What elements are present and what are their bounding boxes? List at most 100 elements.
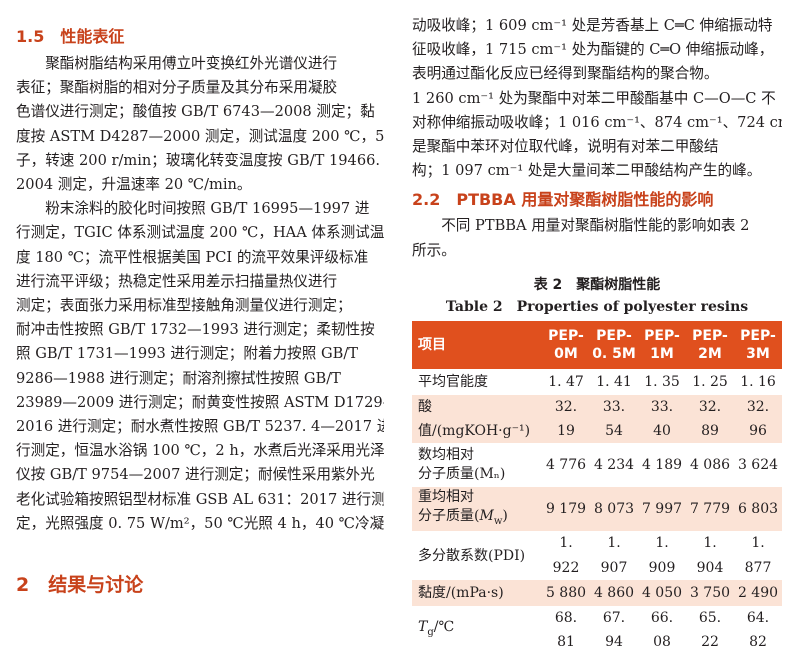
table-cell: 1. 877 — [744, 535, 772, 576]
table-cell: 1. 909 — [648, 535, 676, 576]
table-cell: 32. 19 — [542, 395, 590, 444]
row-label-text: 平均官能度 — [418, 373, 488, 390]
table-cell: 1. 41 — [596, 373, 632, 390]
header-cell-text: 2M — [698, 346, 722, 363]
text-line: 所示。 — [412, 241, 456, 259]
row-label: 多分散系数(PDI) — [412, 531, 542, 579]
table-cell: 1. 907 — [600, 535, 628, 576]
text-line: 对称伸缩振动吸收峰；1 016 cm⁻¹、874 cm⁻¹、724 cm⁻¹ — [412, 113, 782, 131]
table-cell: 3 624 — [737, 456, 779, 473]
row-label-text: 重均相对 — [418, 489, 474, 506]
table-cell: 1. 904 — [696, 535, 724, 576]
text-line: 老化试验箱按照铝型材标准 GSB AL 631：2017 进行测 — [16, 490, 384, 508]
properties-table: 项目 PEP- 0M PEP- 0. 5M PEP- 1M PEP- 2M PEP- 3M 平均官能… — [412, 321, 782, 654]
header-cell-text: PEP- — [644, 328, 680, 345]
table-cell: 4 189 — [641, 456, 683, 473]
text-line: 23989—2009 进行测定；耐黄变性按照 ASTM D1729— — [16, 393, 384, 411]
table-caption-en: Table 2 Properties of polyester resins — [445, 299, 749, 316]
header-cell-text: PEP- — [596, 328, 632, 345]
header-cell-text: PEP- — [692, 328, 728, 345]
table-cell: 33. 54 — [590, 395, 638, 444]
header-cell-text: 0M — [554, 346, 578, 363]
text-line: 是聚酯中苯环对位取代峰，说明有对苯二甲酸结 — [412, 138, 719, 156]
table-cell: 32. 96 — [734, 395, 782, 444]
table-row: Tg/℃ 68. 81 67. 94 66. 08 65. 22 64. 82 — [412, 606, 782, 654]
table-cell: 4 234 — [593, 456, 635, 473]
table-cell: 33. 40 — [638, 395, 686, 444]
table-cell: 64. 82 — [746, 609, 770, 651]
text-line: 粉末涂料的胶化时间按照 GB/T 16995—1997 进 — [45, 200, 370, 218]
text-line: 行测定，TGIC 体系测试温度 200 ℃，HAA 体系测试温 — [16, 224, 384, 242]
table-cell: 1. 25 — [692, 373, 728, 390]
paragraph-coating-tests: 粉末涂料的胶化时间按照 GB/T 16995—1997 进行测定，TGIC 体系… — [16, 197, 384, 536]
text-line: 征吸收峰，1 715 cm⁻¹ 处为酯键的 C═O 伸缩振动峰， — [412, 41, 774, 59]
row-label: 黏度/(mPa·s) — [412, 579, 542, 606]
row-label: 酸值/(mgKOH·g⁻¹) — [412, 395, 542, 444]
section-heading-2: 2 结果与讨论 — [16, 574, 144, 596]
text-line: 色谱仪进行测定；酸值按 GB/T 6743—2008 测定；黏 — [16, 103, 375, 121]
table-cell: 7 997 — [638, 487, 686, 532]
table-row: 多分散系数(PDI) 1. 922 1. 907 1. 909 1. 904 1. 877 — [412, 531, 782, 579]
row-label-text: 分子质量(Mₙ) — [418, 466, 506, 483]
table-row: 重均相对分子质量(Mw) 9 179 8 073 7 997 7 779 6 803 — [412, 487, 782, 532]
table-cell: 8 073 — [590, 487, 638, 532]
table-cell: 6 803 — [734, 487, 782, 532]
right-column: 动吸收峰；1 609 cm⁻¹ 处是芳香基上 C═C 伸缩振动特 征吸收峰，1 7… — [412, 0, 782, 654]
row-label-text: 分子质量(Mw) — [418, 508, 508, 527]
table-cell: 9 179 — [542, 487, 590, 532]
table-cell: 4 086 — [689, 456, 731, 473]
header-cell-sample: PEP- 2M — [686, 321, 734, 370]
header-cell-text: 0. 5M — [592, 346, 636, 363]
text-line: 不同 PTBBA 用量对聚酯树脂性能的影响如表 2 — [441, 217, 750, 235]
row-label-text: 数均相对 — [418, 447, 474, 464]
table-cell: 4 776 — [545, 456, 587, 473]
text-line: 2004 测定，升温速率 20 ℃/min。 — [16, 176, 252, 194]
header-cell-sample: PEP- 1M — [638, 321, 686, 370]
table-cell: 1. 35 — [644, 373, 680, 390]
row-label: 数均相对分子质量(Mₙ) — [412, 443, 542, 487]
table-cell: 1. 16 — [740, 373, 776, 390]
header-cell-sample: PEP- 0. 5M — [590, 321, 638, 370]
text-line: 动吸收峰；1 609 cm⁻¹ 处是芳香基上 C═C 伸缩振动特 — [412, 17, 773, 34]
text-line: 2016 进行测定；耐水煮性按照 GB/T 5237. 4—2017 进 — [16, 418, 384, 436]
text-line: 进行流平评级；热稳定性采用差示扫描量热仪进行 — [16, 272, 338, 290]
text-line: 度按 ASTM D4287—2000 测定，测试温度 200 ℃，5#转 — [16, 127, 384, 145]
text-line: 耐冲击性按照 GB/T 1732—1993 进行测定；柔韧性按 — [16, 321, 375, 339]
table-cell: 5 880 — [542, 579, 590, 606]
text-line: 行测定，恒温水浴锅 100 ℃，2 h，水煮后光泽采用光泽 — [16, 442, 384, 460]
row-label-text: 黏度/(mPa·s) — [418, 584, 504, 601]
table-cell: 2 490 — [734, 579, 782, 606]
table-cell: 7 779 — [686, 487, 734, 532]
text-line: 1 260 cm⁻¹ 处为聚酯中对苯二甲酸酯基中 C—O—C 不 — [412, 89, 776, 107]
table-cell: 4 050 — [638, 579, 686, 606]
table-row: 黏度/(mPa·s) 5 880 4 860 4 050 3 750 2 490 — [412, 579, 782, 606]
table-row: 数均相对 分子质量(Mₙ) 4 776 4 234 4 189 4 086 3 624 — [412, 443, 782, 487]
header-cell-sample: PEP- 0M — [542, 321, 590, 370]
table-row: 酸值/(mgKOH·g⁻¹) 32. 19 33. 54 33. 40 32. 89 32… — [412, 395, 782, 444]
text-line: 聚酯树脂结构采用傅立叶变换红外光谱仪进行 — [45, 55, 338, 72]
table-cell: 66. 08 — [650, 609, 674, 651]
text-line: 构；1 097 cm⁻¹ 处是大量间苯二甲酸结构产生的峰。 — [412, 162, 762, 180]
header-cell-text: 1M — [650, 346, 674, 363]
text-line: 测定；表面张力采用标准型接触角测量仪进行测定； — [16, 297, 352, 315]
row-label-text: 多分散系数(PDI) — [418, 547, 526, 564]
row-label: 平均官能度 — [412, 369, 542, 395]
text-line: 仪按 GB/T 9754—2007 进行测定；耐候性采用紫外光 — [16, 466, 375, 484]
row-label-text: Tg/℃ — [418, 619, 455, 638]
paragraph-characterization: 聚酯树脂结构采用傅立叶变换红外光谱仪进行 表征；聚酯树脂的相对分子质量及其分布采用… — [16, 52, 384, 197]
table-cell: 32. 89 — [686, 395, 734, 444]
section-heading-1-5: 1.5 性能表征 — [16, 27, 125, 46]
paragraph-ptbba-intro: 不同 PTBBA 用量对聚酯树脂性能的影响如表 2 所示。 — [412, 214, 782, 262]
row-label: Tg/℃ — [412, 606, 542, 654]
left-column: 1.5 性能表征 聚酯树脂结构采用傅立叶变换红外光谱仪进行 表征；聚酯树脂的相对分… — [16, 0, 384, 536]
table-row: 平均官能度 1. 47 1. 41 1. 35 1. 25 1. 16 — [412, 369, 782, 395]
paragraph-ir-analysis: 动吸收峰；1 609 cm⁻¹ 处是芳香基上 C═C 伸缩振动特 征吸收峰，1 7… — [412, 14, 782, 183]
table-cell: 1. 47 — [548, 373, 584, 390]
table-cell: 68. 81 — [554, 609, 578, 651]
table-caption-cn: 表 2 聚酯树脂性能 — [533, 276, 661, 293]
table-header-row: 项目 PEP- 0M PEP- 0. 5M PEP- 1M PEP- 2M PEP- 3M — [412, 321, 782, 370]
text-line: 表明通过酯化反应已经得到聚酯结构的聚合物。 — [412, 65, 719, 83]
text-line: 定，光照强度 0. 75 W/m²，50 ℃光照 4 h，40 ℃冷凝 4 h。 — [16, 514, 384, 532]
table-cell: 67. 94 — [602, 609, 626, 651]
header-cell-text: PEP- — [548, 328, 584, 345]
